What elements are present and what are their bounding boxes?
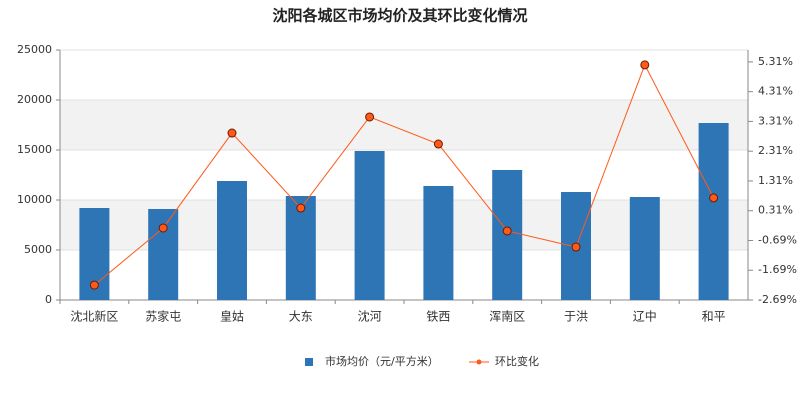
y-tick-label: 15000 (17, 143, 52, 156)
y-tick-label: 5000 (24, 243, 52, 256)
chart-title: 沈阳各城区市场均价及其环比变化情况 (272, 7, 527, 25)
bar (148, 209, 179, 300)
point (296, 203, 306, 213)
point (571, 242, 581, 252)
point (502, 226, 512, 236)
point (158, 223, 168, 233)
x-tick-label: 大东 (289, 310, 313, 324)
x-tick-label: 于洪 (564, 310, 588, 324)
point (89, 280, 99, 290)
y-tick-label: 25000 (17, 43, 52, 56)
x-tick-label: 沈河 (358, 309, 382, 324)
bar (217, 181, 247, 300)
y2-tick-label: 0.31% (758, 204, 793, 217)
bar (354, 151, 385, 300)
bar (629, 197, 660, 300)
y2-tick-label: 3.31% (758, 114, 793, 127)
x-tick-label: 铁西 (426, 310, 450, 324)
bar (285, 196, 316, 300)
point (709, 193, 719, 203)
y2-tick-label: 4.31% (758, 85, 793, 98)
x-tick-label: 沈北新区 (70, 309, 118, 324)
bar (698, 123, 729, 300)
y2-tick-label: -0.69% (758, 233, 797, 246)
line (94, 63, 715, 286)
y2-tick-label: -1.69% (758, 263, 797, 276)
y2-tick-label: -2.69% (758, 293, 797, 306)
legend-swatch (476, 359, 482, 365)
x-tick-label: 辽中 (633, 309, 657, 324)
x-tick-label: 浑南区 (489, 309, 525, 324)
legend-swatch (305, 358, 313, 366)
bar (423, 186, 454, 300)
point (227, 128, 237, 138)
x-tick-label: 和平 (702, 310, 726, 324)
grid-band (60, 100, 748, 150)
y2-tick-label: 2.31% (758, 144, 793, 157)
y-tick-label: 0 (45, 293, 52, 306)
legend-label: 环比变化 (495, 354, 539, 368)
y2-tick-label: 1.31% (758, 174, 793, 187)
legend-label: 市场均价（元/平方米） (325, 354, 439, 368)
y-tick-label: 20000 (17, 93, 52, 106)
x-tick-label: 皇姑 (220, 310, 244, 324)
x-tick-label: 苏家屯 (145, 309, 181, 324)
point (640, 60, 650, 70)
y-tick-label: 10000 (17, 193, 52, 206)
y2-tick-label: 5.31% (758, 55, 793, 68)
point (433, 139, 443, 149)
point (365, 112, 375, 122)
